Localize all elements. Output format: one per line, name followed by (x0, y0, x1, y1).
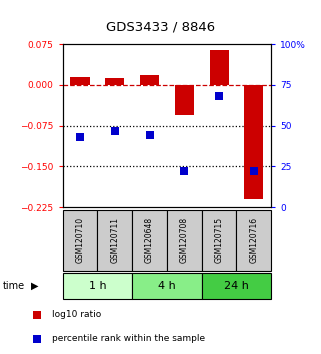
Bar (105, 78, 124, 85)
Text: GSM120648: GSM120648 (145, 217, 154, 263)
Point (236, 0, 241, 4)
Point (147, 133, 152, 138)
Bar (175, 85, 194, 115)
Bar (132, 210, 167, 271)
Bar (237, 210, 271, 271)
Point (251, 169, 256, 174)
Text: time: time (3, 281, 25, 291)
Point (182, 169, 187, 174)
Text: 4 h: 4 h (158, 281, 176, 291)
Bar (132, 273, 202, 299)
Bar (70, 77, 90, 85)
Text: GDS3433 / 8846: GDS3433 / 8846 (106, 21, 215, 34)
Bar (210, 50, 229, 85)
Text: ▶: ▶ (30, 281, 38, 291)
Bar (244, 85, 264, 199)
Text: log10 ratio: log10 ratio (52, 310, 101, 319)
Text: 1 h: 1 h (89, 281, 106, 291)
Text: GSM120711: GSM120711 (110, 217, 119, 263)
Bar (202, 273, 271, 299)
Point (112, 128, 117, 133)
Point (77, 134, 82, 140)
Text: percentile rank within the sample: percentile rank within the sample (52, 334, 205, 343)
Text: 24 h: 24 h (224, 281, 249, 291)
Bar (63, 210, 97, 271)
Text: GSM120710: GSM120710 (75, 217, 84, 263)
Text: GSM120715: GSM120715 (214, 217, 224, 263)
Bar (97, 210, 132, 271)
Bar (140, 75, 159, 85)
Point (216, 93, 221, 99)
Bar (202, 210, 237, 271)
Text: GSM120708: GSM120708 (180, 217, 189, 263)
Bar (63, 273, 132, 299)
Text: GSM120716: GSM120716 (249, 217, 258, 263)
Point (236, 215, 241, 221)
Bar (167, 210, 202, 271)
